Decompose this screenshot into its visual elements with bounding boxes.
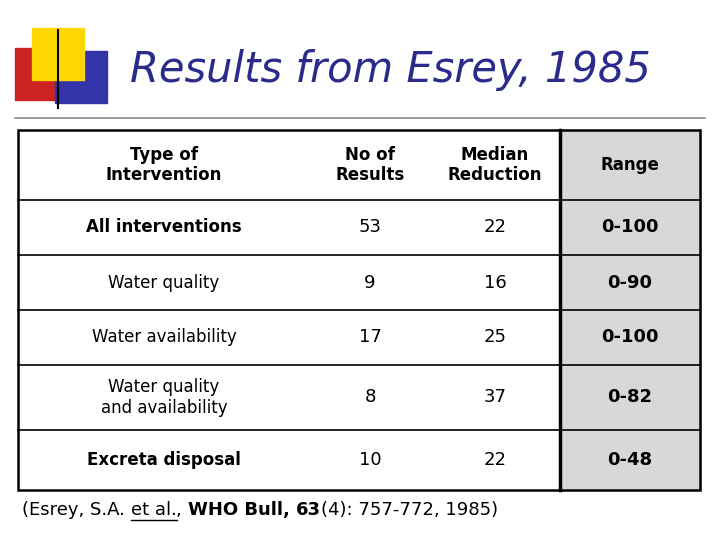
Text: Excreta disposal: Excreta disposal [87,451,241,469]
Text: 0-100: 0-100 [601,328,659,347]
Text: (Esrey, S.A.: (Esrey, S.A. [22,501,130,519]
Text: 63: 63 [296,501,321,519]
Text: 53: 53 [359,219,382,237]
Text: No of
Results: No of Results [336,146,405,184]
Text: Water availability: Water availability [91,328,236,347]
Text: 16: 16 [484,273,506,292]
Bar [55,51,107,103]
Text: Type of
Intervention: Type of Intervention [106,146,222,184]
Text: Water quality
and availability: Water quality and availability [101,378,228,417]
Bar [32,28,84,80]
Bar [15,48,67,100]
Text: 9: 9 [364,273,376,292]
Text: 10: 10 [359,451,382,469]
Text: et al.: et al. [130,501,176,519]
Bar [560,130,700,490]
Text: Median
Reduction: Median Reduction [448,146,542,184]
Text: (4): 757-772, 1985): (4): 757-772, 1985) [321,501,498,519]
Text: 0-82: 0-82 [608,388,652,407]
Text: WHO Bull,: WHO Bull, [188,501,296,519]
Text: Results from Esrey, 1985: Results from Esrey, 1985 [130,49,650,91]
Text: Range: Range [600,156,660,174]
Text: 37: 37 [484,388,506,407]
Text: 25: 25 [484,328,506,347]
Text: 0-90: 0-90 [608,273,652,292]
Text: 22: 22 [484,451,506,469]
Text: 0-48: 0-48 [608,451,652,469]
Text: 17: 17 [359,328,382,347]
Text: All interventions: All interventions [86,219,242,237]
Text: 22: 22 [484,219,506,237]
Text: ,: , [176,501,188,519]
Text: 8: 8 [364,388,376,407]
Text: Water quality: Water quality [109,273,220,292]
Text: 0-100: 0-100 [601,219,659,237]
